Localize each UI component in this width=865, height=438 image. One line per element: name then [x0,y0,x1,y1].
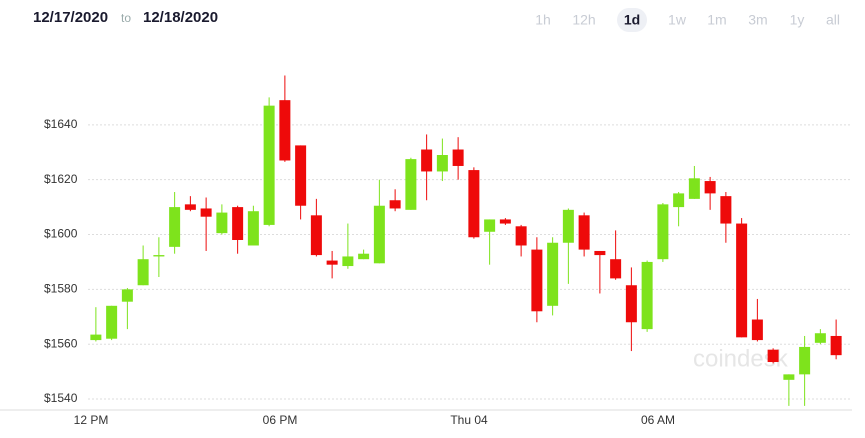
range-active-bg [617,8,647,32]
y-tick-label: $1560 [44,336,78,350]
range-button[interactable]: 12h [572,12,595,28]
x-tick-label: 12 PM [74,413,109,427]
candle-body [405,159,417,210]
candle-body [326,260,338,265]
candle-body [625,285,637,323]
candle-body [531,249,543,312]
candle-body [247,211,259,246]
candle-body [436,155,448,172]
candle-body [121,289,133,302]
range-button[interactable]: 1m [707,12,726,28]
candle-body [184,204,196,210]
range-button[interactable]: 1h [535,12,551,28]
date-from: 12/17/2020 [33,9,108,26]
x-tick-label: 06 AM [641,413,675,427]
candle-body [594,250,606,256]
y-tick-label: $1540 [44,391,78,405]
candle-body [358,253,370,260]
candle-body [200,208,212,217]
candle-body [751,319,763,341]
candle-body [295,145,307,206]
date-to: 12/18/2020 [143,9,218,26]
candle-body [310,215,322,256]
candle-body [767,349,779,363]
candle-body [736,223,748,338]
range-button[interactable]: 1d [624,12,640,28]
candle-body [342,256,354,267]
candle-body [153,255,165,257]
candle-body [137,259,149,286]
candle-body [90,334,102,341]
y-tick-label: $1580 [44,282,78,296]
candle-body [673,193,685,208]
candle-body [389,200,401,209]
candle-body [641,261,653,330]
candle-body [468,170,480,238]
candle-body [232,207,244,240]
candle-body [830,335,842,356]
candle-body [279,100,291,161]
date-separator: to [121,11,131,25]
candle-body [610,259,622,279]
range-selector: 1h 12h 1d 1w 1m 3m 1y all [535,8,840,32]
candle-body [799,346,811,375]
y-tick-label: $1620 [44,172,78,186]
candle-body [263,105,275,225]
candle-body [547,242,559,306]
candle-body [452,149,464,166]
x-tick-label: Thu 04 [450,413,488,427]
x-tick-label: 06 PM [263,413,298,427]
candle-body [578,215,590,250]
candle-body [421,149,433,172]
candle-body [169,207,181,247]
range-button[interactable]: all [826,12,840,28]
y-tick-label: $1640 [44,117,78,131]
range-button[interactable]: 3m [748,12,767,28]
range-button[interactable]: 1w [668,12,687,28]
candle-body [688,178,700,199]
candle-body [373,205,385,264]
candle-body [814,333,826,343]
candle-body [720,196,732,224]
candle-body [216,212,228,234]
candle-body [106,305,118,339]
candle-body [783,374,795,380]
candle-body [562,209,574,243]
candle-body [499,219,511,224]
range-button[interactable]: 1y [790,12,805,28]
y-tick-label: $1600 [44,227,78,241]
candle-body [515,226,527,246]
candle-body [704,181,716,194]
candle-body [484,219,496,232]
candle-body [657,204,669,260]
